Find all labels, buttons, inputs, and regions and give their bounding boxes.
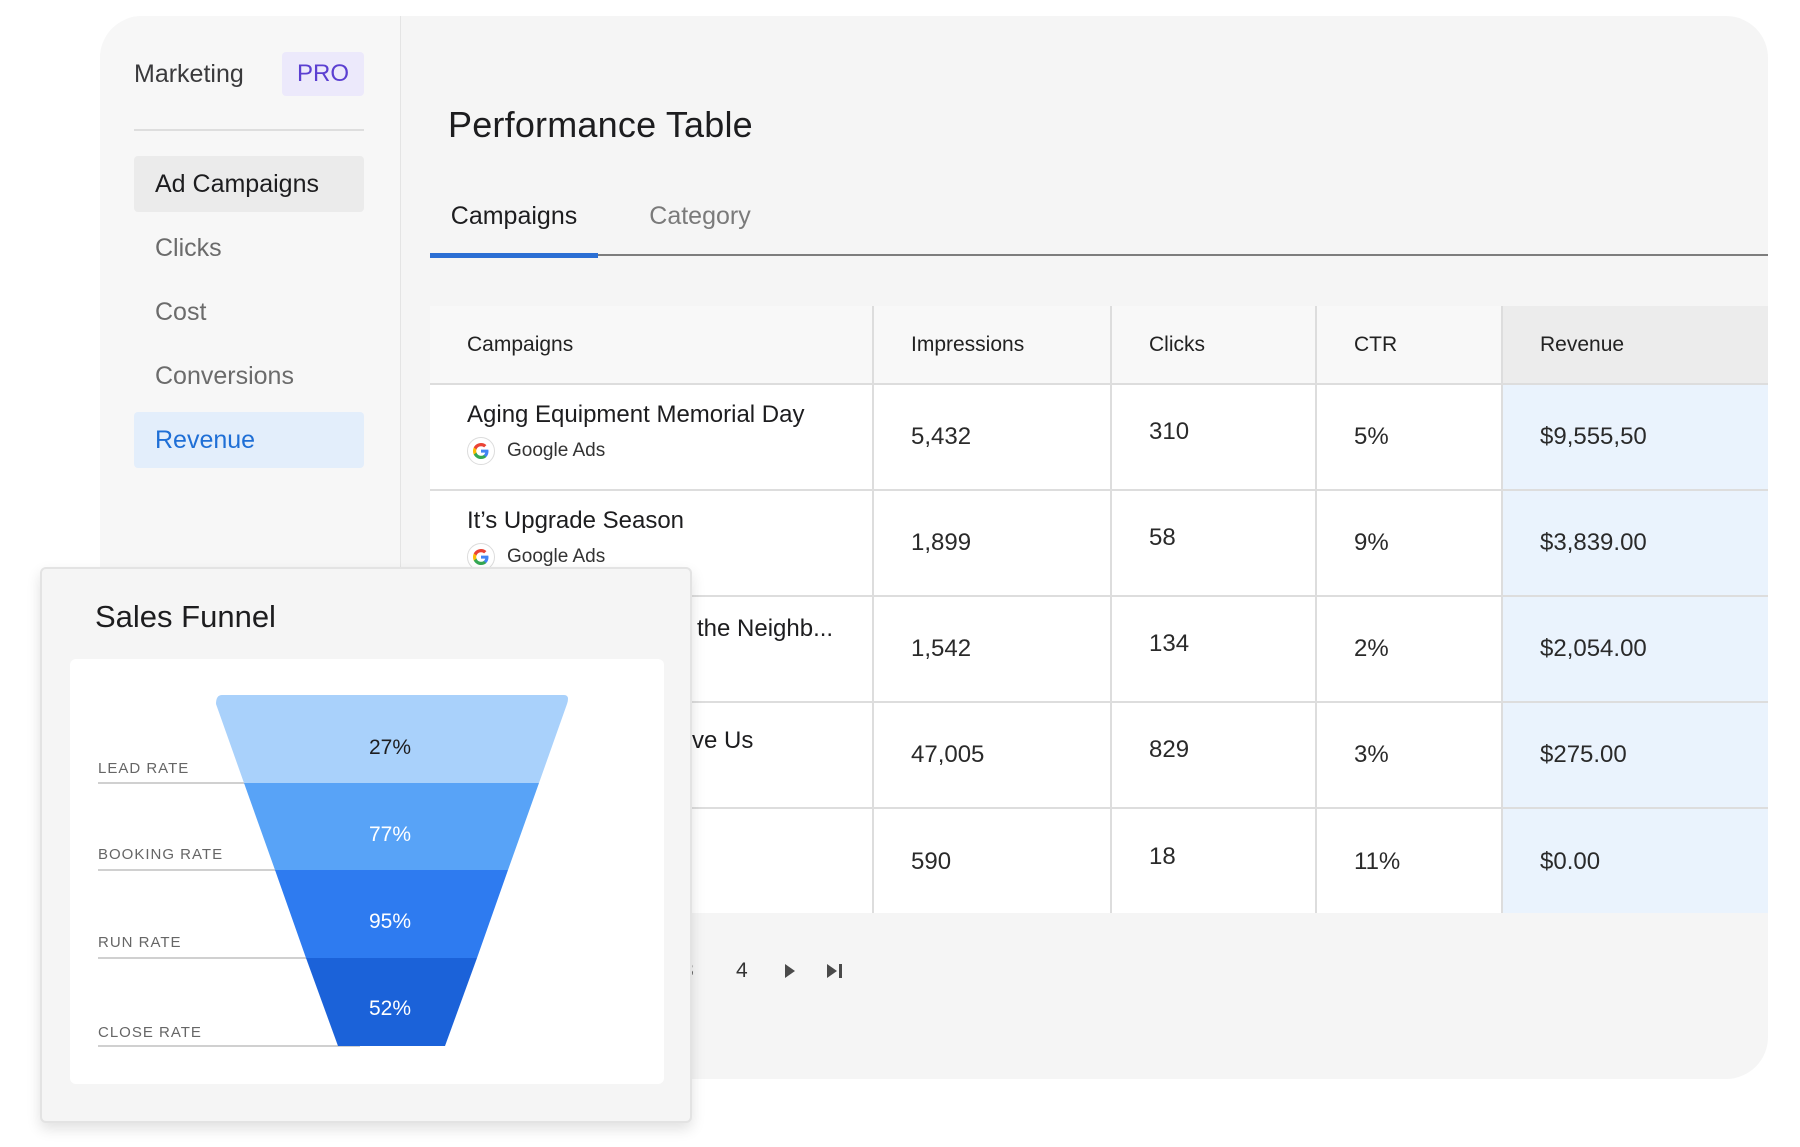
- clicks-cell: 829: [1111, 702, 1317, 809]
- revenue-cell: $275.00: [1502, 702, 1768, 809]
- sidebar-item-ad-campaigns[interactable]: Ad Campaigns: [134, 156, 364, 212]
- ctr-cell: 11%: [1316, 808, 1503, 913]
- funnel-stage-value: 77%: [369, 823, 411, 846]
- next-page-icon[interactable]: [783, 951, 797, 991]
- funnel-stage-booking-rate: [244, 783, 539, 870]
- impressions-cell: 1,542: [873, 596, 1112, 703]
- clicks-value: 310: [1149, 418, 1190, 445]
- funnel-stage-label: CLOSE RATE: [98, 1024, 202, 1041]
- funnel-stage-close-rate: [306, 958, 477, 1046]
- pro-badge: PRO: [282, 52, 364, 96]
- brand: Marketing: [134, 52, 244, 96]
- tab-category[interactable]: Category: [620, 176, 780, 256]
- funnel-stage-value: 52%: [369, 997, 411, 1020]
- revenue-cell: $2,054.00: [1502, 596, 1768, 703]
- brand-name: Marketing: [134, 59, 244, 88]
- page-4-button[interactable]: 4: [736, 959, 748, 982]
- campaign-name[interactable]: Aging Equipment Memorial Day: [467, 401, 805, 428]
- sidebar-item-cost[interactable]: Cost: [134, 284, 364, 340]
- column-header-ctr[interactable]: CTR: [1316, 306, 1503, 385]
- clicks-value: 58: [1149, 524, 1176, 551]
- revenue-cell: $9,555,50: [1502, 384, 1768, 491]
- ctr-cell: 5%: [1316, 384, 1503, 491]
- funnel-stage-value: 95%: [369, 910, 411, 933]
- sidebar-item-label: Cost: [155, 297, 207, 326]
- column-header-impressions[interactable]: Impressions: [873, 306, 1112, 385]
- funnel-chart: LEAD RATE 27% BOOKING RATE 77% RUN RATE …: [70, 659, 664, 1084]
- sidebar-border: [400, 16, 401, 1079]
- clicks-value: 18: [1149, 842, 1176, 870]
- funnel-svg: LEAD RATE 27% BOOKING RATE 77% RUN RATE …: [98, 695, 568, 1047]
- clicks-cell: 310: [1111, 384, 1317, 491]
- campaign-name[interactable]: the Neighb...: [697, 615, 834, 642]
- impressions-cell: 1,899: [873, 490, 1112, 597]
- funnel-stage-value: 27%: [369, 736, 411, 759]
- campaign-name[interactable]: ve Us: [692, 727, 754, 754]
- tab-bar: Campaigns Category: [430, 176, 1768, 258]
- last-page-icon[interactable]: [826, 951, 844, 991]
- clicks-value: 829: [1149, 736, 1190, 763]
- sidebar-item-label: Ad Campaigns: [155, 169, 319, 198]
- sidebar-item-clicks[interactable]: Clicks: [134, 220, 364, 276]
- tab-label: Category: [649, 201, 751, 230]
- sidebar-item-conversions[interactable]: Conversions: [134, 348, 364, 404]
- tab-label: Campaigns: [450, 201, 578, 230]
- campaign-source: Google Ads: [467, 437, 872, 465]
- page-title: Performance Table: [448, 104, 753, 145]
- campaign-cell: Aging Equipment Memorial Day Google Ads: [430, 384, 874, 491]
- clicks-cell: 58: [1111, 490, 1317, 597]
- tab-campaigns[interactable]: Campaigns: [430, 176, 598, 258]
- clicks-value: 134: [1149, 630, 1190, 657]
- active-tab-indicator: [430, 253, 598, 258]
- sidebar-item-label: Clicks: [155, 233, 222, 262]
- impressions-cell: 5,432: [873, 384, 1112, 491]
- sidebar-item-revenue[interactable]: Revenue: [134, 412, 364, 468]
- ctr-cell: 9%: [1316, 490, 1503, 597]
- impressions-cell: 590: [873, 808, 1112, 913]
- column-header-clicks[interactable]: Clicks: [1111, 306, 1317, 385]
- revenue-cell: $0.00: [1502, 808, 1768, 913]
- sidebar-divider: [134, 129, 364, 131]
- funnel-stage-label: LEAD RATE: [98, 760, 189, 777]
- funnel-stage-lead-rate: [216, 695, 568, 783]
- column-header-campaigns[interactable]: Campaigns: [430, 306, 874, 385]
- impressions-cell: 47,005: [873, 702, 1112, 809]
- funnel-stage-run-rate: [275, 870, 508, 958]
- table-row[interactable]: Aging Equipment Memorial Day Google Ads …: [430, 384, 1768, 491]
- ctr-cell: 3%: [1316, 702, 1503, 809]
- sidebar-item-label: Revenue: [155, 425, 256, 454]
- column-header-revenue[interactable]: Revenue: [1502, 306, 1768, 385]
- source-label: Google Ads: [507, 440, 606, 461]
- funnel-stage-label: BOOKING RATE: [98, 846, 223, 863]
- funnel-title: Sales Funnel: [95, 599, 276, 634]
- revenue-cell: $3,839.00: [1502, 490, 1768, 597]
- table-header-row: Campaigns Impressions Clicks CTR Revenue: [430, 306, 1768, 385]
- source-label: Google Ads: [507, 546, 606, 567]
- google-icon: [467, 437, 495, 465]
- clicks-cell: 134: [1111, 596, 1317, 703]
- ctr-cell: 2%: [1316, 596, 1503, 703]
- funnel-stage-label: RUN RATE: [98, 934, 182, 951]
- campaign-name[interactable]: It’s Upgrade Season: [467, 507, 685, 534]
- sidebar-item-label: Conversions: [155, 361, 294, 390]
- sales-funnel-card: Sales Funnel LEAD RATE 27% BOOKING RATE …: [40, 567, 692, 1123]
- table-row[interactable]: 590 18 11% $0.00: [430, 808, 1768, 913]
- sidebar-nav: Ad Campaigns Clicks Cost Conversions Rev…: [134, 156, 364, 476]
- clicks-cell: 18: [1111, 808, 1317, 913]
